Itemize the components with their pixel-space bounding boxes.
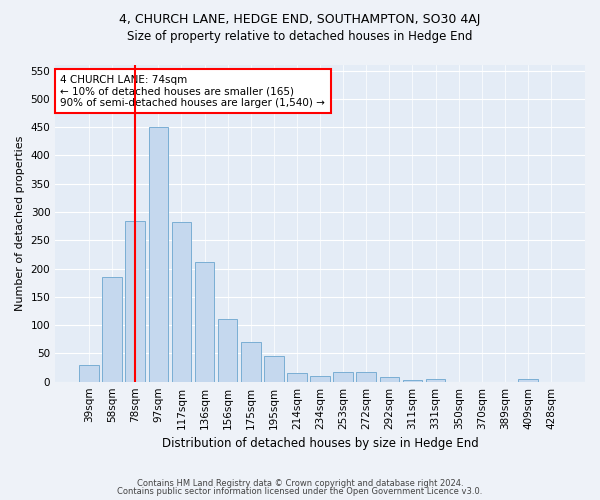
Bar [310,376,330,382]
Text: 4, CHURCH LANE, HEDGE END, SOUTHAMPTON, SO30 4AJ: 4, CHURCH LANE, HEDGE END, SOUTHAMPTON, … [119,12,481,26]
Bar [287,373,307,382]
Bar [103,277,122,382]
Bar [149,127,168,382]
Text: Size of property relative to detached houses in Hedge End: Size of property relative to detached ho… [127,30,473,43]
Bar [380,377,399,382]
Bar [241,342,260,382]
Bar [264,356,284,382]
Bar [426,379,445,382]
Text: Contains public sector information licensed under the Open Government Licence v3: Contains public sector information licen… [118,487,482,496]
Bar [125,220,145,382]
Bar [195,262,214,382]
Bar [334,372,353,382]
Bar [356,372,376,382]
Bar [403,380,422,382]
Bar [518,379,538,382]
Bar [218,320,238,382]
X-axis label: Distribution of detached houses by size in Hedge End: Distribution of detached houses by size … [162,437,478,450]
Text: 4 CHURCH LANE: 74sqm
← 10% of detached houses are smaller (165)
90% of semi-deta: 4 CHURCH LANE: 74sqm ← 10% of detached h… [61,74,325,108]
Text: Contains HM Land Registry data © Crown copyright and database right 2024.: Contains HM Land Registry data © Crown c… [137,478,463,488]
Bar [79,364,99,382]
Bar [172,222,191,382]
Y-axis label: Number of detached properties: Number of detached properties [15,136,25,311]
